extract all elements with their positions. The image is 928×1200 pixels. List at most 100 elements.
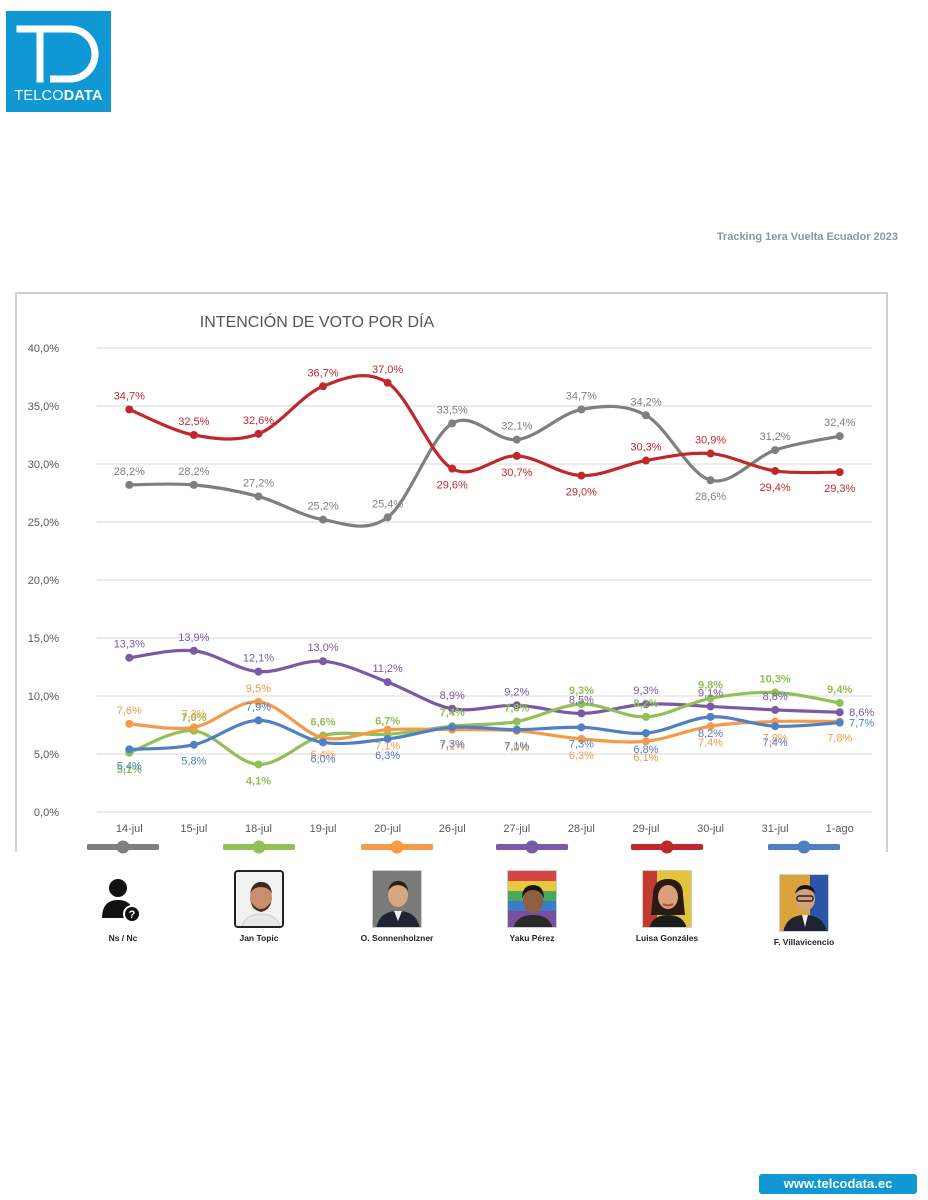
data-label-gonzales: 29,0% [566, 487, 597, 499]
data-point-gonzales [835, 468, 844, 477]
data-label-gonzales: 30,3% [630, 442, 661, 454]
data-label-perez: 9,2% [504, 686, 529, 698]
data-point-gonzales [319, 382, 328, 391]
data-label-ns_nc: 31,2% [760, 431, 791, 443]
data-point-perez [706, 702, 715, 711]
data-point-sonnenholzner [383, 725, 392, 734]
legend-item-topic: Jan Topic [199, 840, 319, 943]
series-line-sonnenholzner [127, 700, 842, 744]
data-point-topic [771, 688, 780, 697]
y-tick-label: 30,0% [28, 459, 59, 471]
data-point-perez [189, 646, 198, 655]
logo-brand-light: TELCO [14, 88, 64, 104]
data-label-ns_nc: 28,2% [178, 466, 209, 478]
data-label-ns_nc: 28,6% [695, 491, 726, 503]
legend-item-sonnenholzner: O. Sonnenholzner [337, 840, 457, 943]
data-label-perez: 8,8% [763, 691, 788, 703]
data-point-topic [641, 712, 650, 721]
data-label-villavicencio: 8,2% [698, 728, 723, 740]
data-point-topic [706, 694, 715, 703]
data-point-ns_nc [706, 476, 715, 485]
tracking-title: Tracking 1era Vuelta Ecuador 2023 [716, 231, 898, 243]
data-point-ns_nc [512, 435, 521, 444]
data-point-ns_nc [319, 515, 328, 524]
candidate-photo-gonzales [642, 870, 692, 928]
data-label-perez: 8,5% [569, 694, 594, 706]
candidate-photo-perez [507, 870, 557, 928]
data-point-sonnenholzner [125, 719, 134, 728]
data-label-sonnenholzner: 6,3% [569, 750, 594, 762]
data-point-topic [577, 700, 586, 709]
data-label-sonnenholzner: 7,4% [698, 737, 723, 749]
data-point-ns_nc [383, 513, 392, 522]
legend-swatch-perez [496, 840, 568, 854]
data-label-gonzales: 37,0% [372, 364, 403, 376]
data-label-topic: 6,6% [311, 716, 336, 728]
data-label-perez: 9,1% [698, 687, 723, 699]
data-label-villavicencio: 6,0% [311, 753, 336, 765]
data-point-villavicencio [577, 723, 586, 732]
data-point-gonzales [641, 456, 650, 465]
chart-legend: ? Ns / Nc Jan Topic [0, 840, 928, 970]
data-point-ns_nc [771, 446, 780, 455]
legend-swatch-villavicencio [768, 840, 840, 854]
data-label-villavicencio: 5,8% [181, 756, 206, 768]
data-label-gonzales: 29,6% [437, 480, 468, 492]
y-tick-label: 15,0% [28, 633, 59, 645]
data-label-villavicencio: 7,3% [569, 738, 594, 750]
data-label-gonzales: 30,9% [695, 435, 726, 447]
data-point-villavicencio [189, 740, 198, 749]
legend-item-gonzales: Luisa Gonzáles [607, 840, 727, 943]
data-point-perez [835, 708, 844, 717]
y-tick-label: 35,0% [28, 401, 59, 413]
data-label-perez: 9,3% [633, 685, 658, 697]
x-tick-label: 20-jul [374, 823, 401, 835]
telcodata-logo: TELCODATA [6, 11, 111, 112]
legend-label-ns-nc: Ns / Nc [108, 933, 138, 943]
svg-text:?: ? [129, 909, 136, 921]
data-label-perez: 12,1% [243, 653, 274, 665]
data-label-perez: 8,6% [849, 707, 874, 719]
legend-swatch-gonzales [631, 840, 703, 854]
data-label-perez: 13,9% [178, 632, 209, 644]
data-label-villavicencio: 7,3% [440, 738, 465, 750]
data-point-gonzales [383, 378, 392, 387]
data-point-villavicencio [319, 738, 328, 747]
data-label-ns_nc: 27,2% [243, 477, 274, 489]
data-point-gonzales [125, 405, 134, 414]
legend-swatch-ns-nc [87, 840, 159, 854]
y-tick-label: 25,0% [28, 517, 59, 529]
data-point-villavicencio [383, 734, 392, 743]
data-point-gonzales [577, 471, 586, 480]
logo-wordmark: TELCODATA [6, 88, 111, 104]
data-point-gonzales [706, 449, 715, 458]
x-tick-label: 14-jul [116, 823, 143, 835]
data-label-sonnenholzner: 7,8% [827, 733, 852, 745]
data-label-sonnenholzner: 7,3% [181, 708, 206, 720]
website-url[interactable]: www.telcodata.ec [759, 1174, 917, 1194]
candidate-photo-villavicencio [779, 874, 829, 932]
data-label-sonnenholzner: 7,0% [504, 742, 529, 754]
data-point-villavicencio [641, 729, 650, 738]
data-label-villavicencio: 6,8% [633, 744, 658, 756]
legend-label-villavicencio: F. Villavicencio [773, 937, 835, 947]
chart-frame: INTENCIÓN DE VOTO POR DÍA 0,0% 5,0% 10,0% 15… [15, 292, 888, 852]
data-point-villavicencio [448, 723, 457, 732]
x-tick-label: 19-jul [310, 823, 337, 835]
data-point-topic [254, 760, 263, 769]
x-tick-label: 29-jul [633, 823, 660, 835]
data-point-perez [577, 709, 586, 718]
data-label-villavicencio: 7,9% [246, 701, 271, 713]
data-point-sonnenholzner [189, 723, 198, 732]
data-point-gonzales [189, 431, 198, 439]
x-tick-label: 18-jul [245, 823, 272, 835]
x-tick-label: 26-jul [439, 823, 466, 835]
x-tick-label: 30-jul [697, 823, 724, 835]
data-point-gonzales [771, 466, 780, 475]
legend-label-sonnenholzner: O. Sonnenholzner [360, 933, 434, 943]
data-label-topic: 9,8% [698, 679, 723, 691]
candidate-photo-sonnenholzner [372, 870, 422, 928]
legend-item-ns-nc: ? Ns / Nc [63, 840, 183, 943]
data-label-topic: 6,7% [375, 715, 400, 727]
data-label-topic: 10,3% [760, 674, 791, 686]
